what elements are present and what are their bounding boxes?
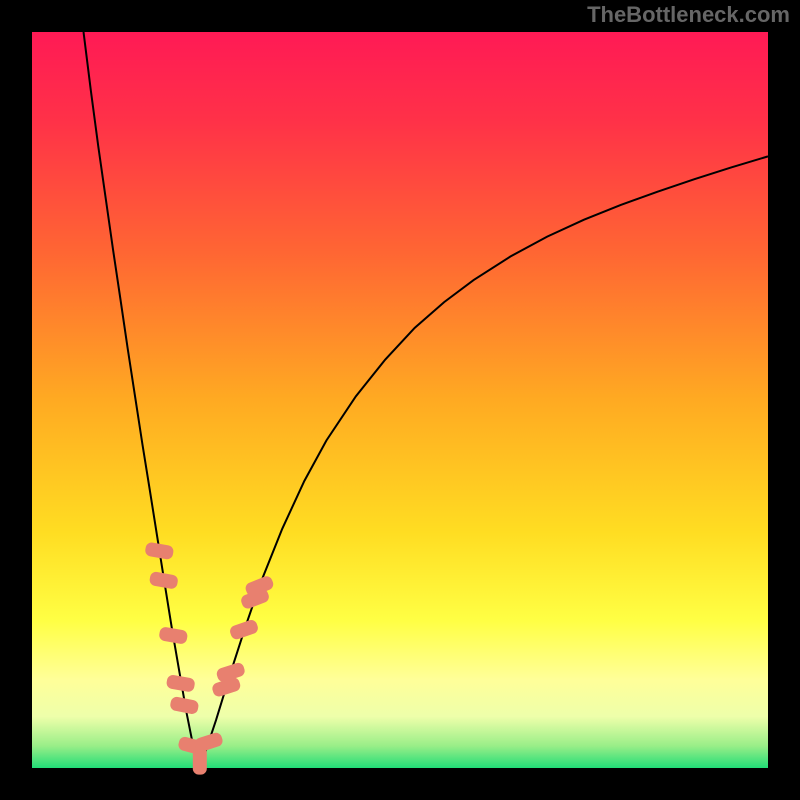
watermark: TheBottleneck.com — [587, 2, 790, 28]
plot-background — [32, 32, 768, 768]
chart — [0, 0, 800, 800]
